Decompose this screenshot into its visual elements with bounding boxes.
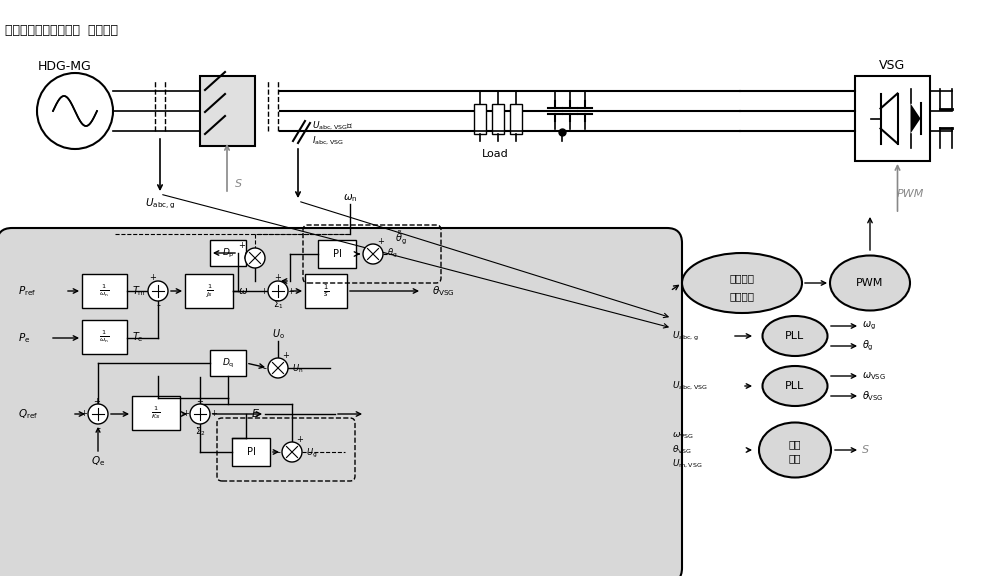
- Text: +: +: [239, 241, 245, 251]
- FancyBboxPatch shape: [318, 240, 356, 268]
- Text: $\theta_{\rm VSG}$: $\theta_{\rm VSG}$: [432, 284, 455, 298]
- Circle shape: [268, 281, 288, 301]
- Text: -: -: [262, 363, 266, 373]
- Text: $\theta_{\rm g}$: $\theta_{\rm g}$: [387, 247, 397, 260]
- Text: $\frac{1}{\omega_{\rm n}}$: $\frac{1}{\omega_{\rm n}}$: [99, 329, 110, 345]
- Circle shape: [37, 73, 113, 149]
- Text: $\Sigma_1$: $\Sigma_1$: [273, 299, 283, 311]
- FancyBboxPatch shape: [492, 104, 504, 134]
- Text: $\frac{1}{Ks}$: $\frac{1}{Ks}$: [151, 405, 161, 421]
- Text: +: +: [150, 274, 156, 282]
- Text: S: S: [862, 445, 869, 455]
- Text: $U_{\rm abc,g}$: $U_{\rm abc,g}$: [672, 329, 699, 343]
- Text: $D_{\rm q}$: $D_{\rm q}$: [222, 357, 234, 370]
- Text: $\theta_{\rm g}$: $\theta_{\rm g}$: [862, 339, 874, 353]
- Circle shape: [190, 404, 210, 424]
- Text: +: +: [297, 435, 303, 445]
- Text: $Q_{\rm ref}$: $Q_{\rm ref}$: [18, 407, 38, 421]
- Text: $U_{\rm m,VSG}$: $U_{\rm m,VSG}$: [672, 458, 703, 470]
- Circle shape: [282, 442, 302, 462]
- Text: +: +: [183, 410, 189, 419]
- Text: 并网: 并网: [789, 439, 801, 449]
- FancyBboxPatch shape: [210, 240, 246, 266]
- FancyBboxPatch shape: [232, 438, 270, 466]
- FancyBboxPatch shape: [474, 104, 486, 134]
- Circle shape: [88, 404, 108, 424]
- FancyBboxPatch shape: [855, 76, 930, 161]
- Text: PI: PI: [247, 447, 255, 457]
- Text: 含异构微源孤岛微电网  隔离开关: 含异构微源孤岛微电网 隔离开关: [5, 25, 118, 37]
- Text: $P_{\rm e}$: $P_{\rm e}$: [18, 331, 30, 345]
- Text: +: +: [378, 237, 384, 247]
- Text: +: +: [288, 287, 294, 297]
- Text: +: +: [275, 274, 281, 282]
- Text: $T_{\rm e}$: $T_{\rm e}$: [132, 330, 144, 344]
- Circle shape: [245, 248, 265, 268]
- Text: PWM: PWM: [896, 189, 924, 199]
- Text: +: +: [81, 410, 87, 419]
- Text: E: E: [252, 409, 258, 419]
- Text: $U_{\rm abc,VSG}$: $U_{\rm abc,VSG}$: [672, 380, 708, 392]
- Text: $\theta_{\rm VSG}$: $\theta_{\rm VSG}$: [862, 389, 884, 403]
- Text: $Q_{\rm e}$: $Q_{\rm e}$: [91, 454, 105, 468]
- Text: $\omega_{\rm g}$: $\omega_{\rm g}$: [862, 320, 876, 332]
- Text: -: -: [156, 300, 160, 310]
- Text: $U_{\rm abc,g}$: $U_{\rm abc,g}$: [145, 197, 175, 211]
- Text: +: +: [197, 396, 203, 406]
- FancyBboxPatch shape: [200, 76, 255, 146]
- Text: $\frac{1}{s}$: $\frac{1}{s}$: [323, 283, 329, 300]
- Text: Load: Load: [482, 149, 508, 159]
- Text: +: +: [283, 351, 289, 361]
- FancyBboxPatch shape: [305, 274, 347, 308]
- FancyBboxPatch shape: [185, 274, 233, 308]
- Text: PWM: PWM: [856, 278, 884, 288]
- Text: $\omega_{\rm VSG}$: $\omega_{\rm VSG}$: [672, 431, 694, 441]
- Text: PLL: PLL: [785, 331, 805, 341]
- Ellipse shape: [763, 366, 828, 406]
- Text: +: +: [94, 396, 100, 406]
- Text: -: -: [96, 423, 100, 433]
- Text: $U_{\rm g}$: $U_{\rm g}$: [306, 446, 317, 460]
- Ellipse shape: [759, 423, 831, 478]
- FancyBboxPatch shape: [0, 228, 682, 576]
- Text: $D_{\rm p}$: $D_{\rm p}$: [222, 247, 234, 260]
- Text: 双环控制: 双环控制: [730, 291, 755, 301]
- Text: $\omega$: $\omega$: [238, 286, 248, 296]
- Text: HDG-MG: HDG-MG: [38, 59, 92, 73]
- Text: $I_{\rm abc,VSG}$: $I_{\rm abc,VSG}$: [312, 135, 344, 147]
- Text: $T_{\rm m}$: $T_{\rm m}$: [132, 284, 146, 298]
- Ellipse shape: [763, 316, 828, 356]
- Text: $U_{\rm n}$: $U_{\rm n}$: [292, 363, 303, 375]
- Text: PI: PI: [333, 249, 341, 259]
- Text: 电压电流: 电压电流: [730, 273, 755, 283]
- Polygon shape: [910, 104, 920, 134]
- Text: -: -: [276, 447, 280, 457]
- Text: $\tilde{\theta}_{\rm g}$: $\tilde{\theta}_{\rm g}$: [395, 229, 407, 247]
- Circle shape: [148, 281, 168, 301]
- Ellipse shape: [830, 256, 910, 310]
- Circle shape: [363, 244, 383, 264]
- Text: +: +: [261, 287, 267, 297]
- Text: 判断: 判断: [789, 453, 801, 463]
- Text: $U_{\rm abc,VSG}$、: $U_{\rm abc,VSG}$、: [312, 120, 353, 132]
- Text: $P_{\rm ref}$: $P_{\rm ref}$: [18, 284, 36, 298]
- FancyBboxPatch shape: [210, 350, 246, 376]
- FancyBboxPatch shape: [510, 104, 522, 134]
- Text: $\frac{1}{Js}$: $\frac{1}{Js}$: [205, 282, 213, 300]
- Text: PLL: PLL: [785, 381, 805, 391]
- Text: $\omega_{\rm n}$: $\omega_{\rm n}$: [343, 192, 357, 204]
- Text: $\frac{1}{\omega_{\rm n}}$: $\frac{1}{\omega_{\rm n}}$: [99, 283, 110, 299]
- Circle shape: [268, 358, 288, 378]
- Text: VSG: VSG: [879, 59, 906, 73]
- FancyBboxPatch shape: [82, 274, 127, 308]
- FancyBboxPatch shape: [82, 320, 127, 354]
- Text: $\omega_{\rm VSG}$: $\omega_{\rm VSG}$: [862, 370, 886, 382]
- Text: S: S: [235, 179, 242, 189]
- FancyBboxPatch shape: [132, 396, 180, 430]
- Text: $U_{\rm o}$: $U_{\rm o}$: [272, 327, 284, 341]
- Text: $\Sigma_2$: $\Sigma_2$: [195, 426, 205, 438]
- Text: +: +: [211, 410, 217, 419]
- Text: $\theta_{\rm VSG}$: $\theta_{\rm VSG}$: [672, 444, 692, 456]
- Ellipse shape: [682, 253, 802, 313]
